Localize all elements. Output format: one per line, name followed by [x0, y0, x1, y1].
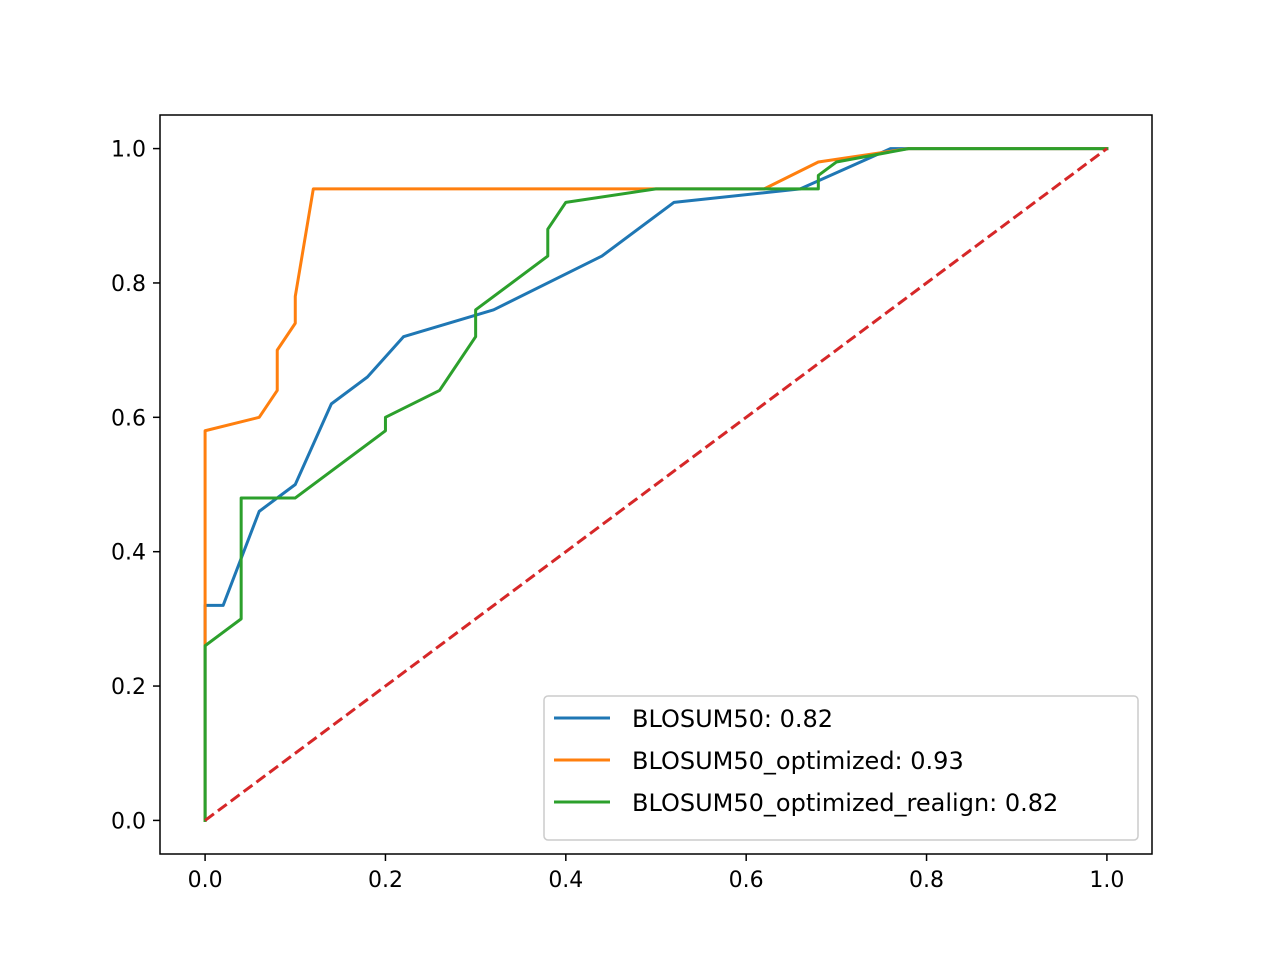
diagonal-reference-line	[204, 147, 1108, 822]
y-tick-label: 1.0	[111, 138, 146, 163]
series-line-1	[203, 147, 1109, 822]
axes-frame	[159, 114, 1153, 855]
y-tick-label: 0.2	[111, 675, 146, 700]
y-tick-label: 0.4	[111, 541, 146, 566]
y-axis-ticks: 0.0 0.2 0.4 0.6 0.8 1.0	[111, 138, 160, 834]
x-tick-label: 0.8	[909, 868, 944, 893]
y-tick-label: 0.6	[111, 406, 146, 431]
legend: BLOSUM50: 0.82 BLOSUM50_optimized: 0.93 BL…	[543, 695, 1139, 841]
legend-label: BLOSUM50_optimized: 0.93	[632, 747, 964, 775]
x-tick-label: 0.4	[548, 868, 583, 893]
legend-label: BLOSUM50: 0.82	[632, 705, 833, 733]
legend-label: BLOSUM50_optimized_realign: 0.82	[632, 789, 1058, 817]
series-line-2	[203, 147, 1109, 822]
plot-lines	[203, 147, 1109, 822]
x-tick-label: 0.2	[368, 868, 403, 893]
x-tick-label: 1.0	[1089, 868, 1124, 893]
x-tick-label: 0.0	[188, 868, 223, 893]
y-tick-label: 0.0	[111, 809, 146, 834]
x-axis-ticks: 0.0 0.2 0.4 0.6 0.8 1.0	[188, 854, 1124, 893]
series-line-3	[203, 147, 1109, 822]
y-tick-label: 0.8	[111, 272, 146, 297]
x-tick-label: 0.6	[729, 868, 764, 893]
legend-box	[543, 695, 1139, 841]
